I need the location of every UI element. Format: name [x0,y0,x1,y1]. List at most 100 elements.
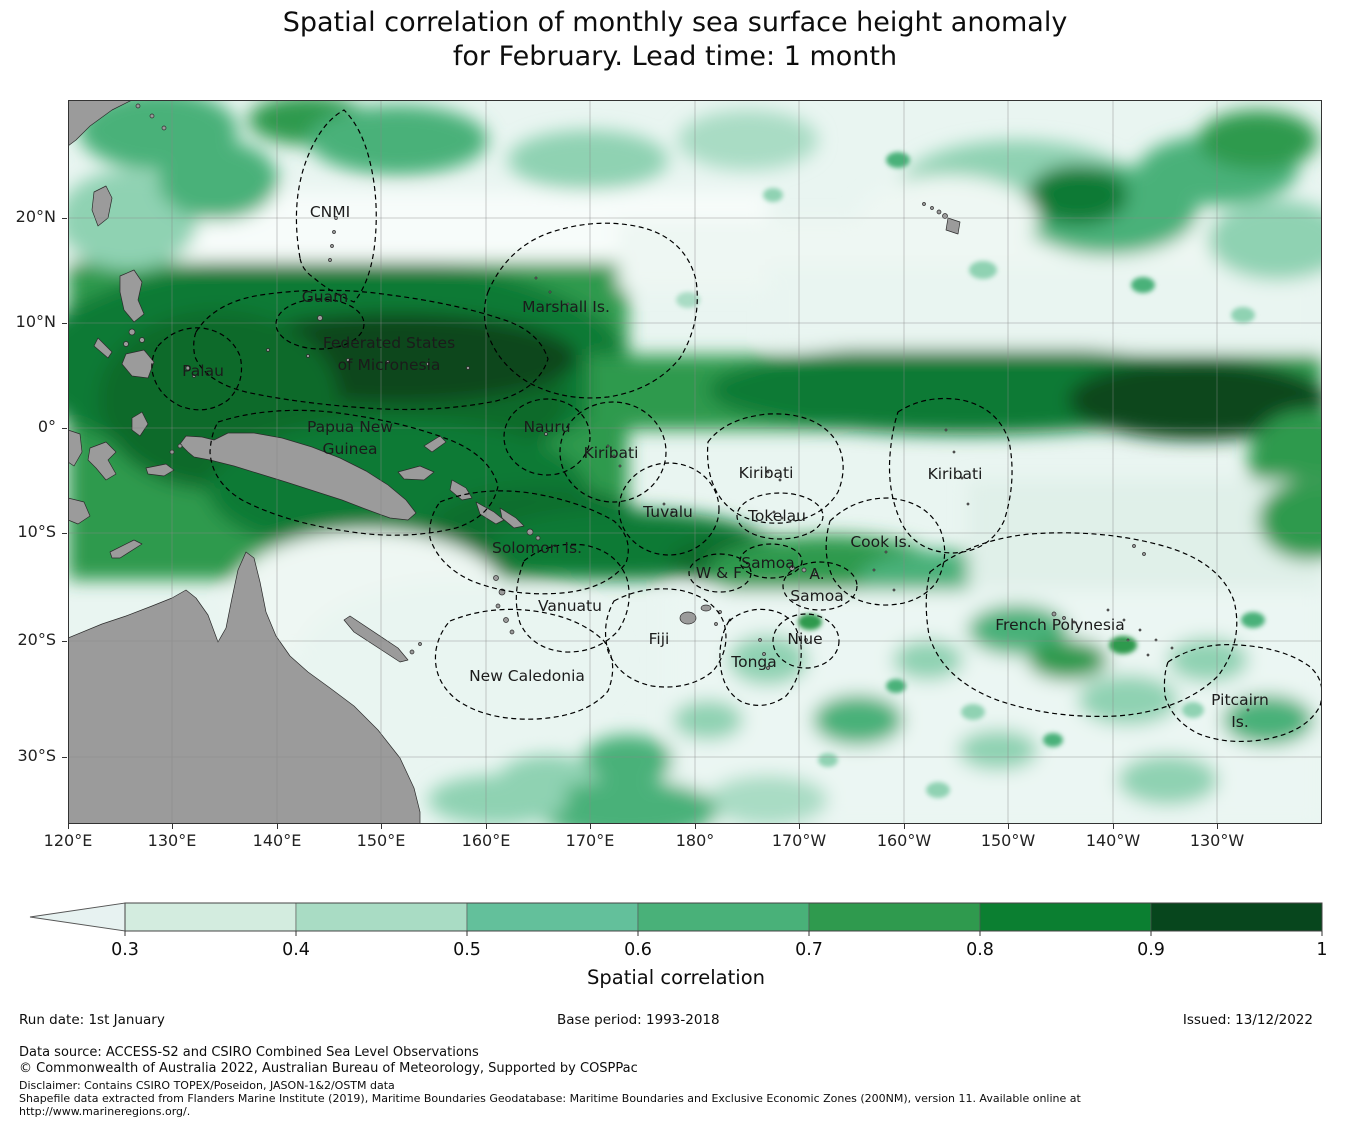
region-label-tokelau: Tokelau [747,507,806,525]
eez-american-samoa [782,561,858,611]
region-label-papua-new-guinea: Papua New Guinea [307,418,393,458]
colorbar: 0.3 0.4 0.5 0.6 0.7 0.8 0.9 1 Spatial correlatio… [29,902,1328,989]
chart-title-line1: Spatial correlation of monthly sea surfa… [282,7,1068,38]
map-border [68,100,1322,824]
lon-tick-mark [1217,824,1218,829]
issued-date-text: Issued: 13/12/2022 [1182,1012,1313,1028]
region-label-vanuatu: Vanuatu [538,597,602,615]
colorbar-outline [124,902,1323,932]
source-url-text: http://www.marineregions.org/. [19,1105,191,1118]
eez-vanuatu [515,543,630,653]
pacific-correlation-map: CNMI Guam Marshall Is. Federated States of M… [28,90,1350,840]
lat-tick-label: 10°S [17,522,56,541]
eez-fsm [193,289,549,411]
lon-tick-mark [695,824,696,829]
eez-kiribati-gilbert [559,401,667,503]
region-label-nauru: Nauru [523,418,570,436]
region-label-tuvalu: Tuvalu [642,503,693,521]
landmass-vanuatu [493,575,515,635]
lon-tick-mark [68,824,69,829]
colorbar-segment-0.9-1 [1150,902,1323,932]
island-dots [185,216,1250,712]
region-label-wallis-futuna: W & F [696,564,742,582]
eez-kiribati-phoenix [706,413,844,524]
lat-tick-label: 20°S [17,630,56,649]
landmass-philippines [93,269,155,379]
region-label-solomon-islands: Solomon Is. [492,539,582,557]
colorbar-tick-label: 0.6 [624,940,652,960]
chart-title-line2: for February. Lead time: 1 month [452,41,898,72]
lon-tick-label: 150°W [980,831,1036,850]
colorbar-segment-0.6-0.7 [637,902,810,932]
lon-tick-label: 170°W [771,831,827,850]
lon-tick-label: 130°W [1189,831,1245,850]
lon-tick-label: 170°E [565,831,615,850]
region-label-french-polynesia: French Polynesia [995,616,1124,634]
colorbar-segment-0.4-0.5 [295,902,468,932]
eez-palau [151,327,243,411]
region-label-tonga: Tonga [730,653,776,671]
landmasses [67,99,1250,825]
region-label-marshall-islands: Marshall Is. [522,298,610,316]
colorbar-title: Spatial correlation [587,966,765,989]
lon-tick-mark [172,824,173,829]
eez-cnmi [295,109,377,303]
landmass-new-caledonia [343,615,422,663]
eez-nauru [503,398,591,476]
lon-tick-label: 120°E [43,831,93,850]
lat-tick-mark [62,218,67,219]
eez-kiribati-line [888,397,1013,554]
lon-tick-mark [904,824,905,829]
copyright-text: © Commonwealth of Australia 2022, Austra… [19,1061,638,1076]
lat-tick-label: 0° [37,417,56,436]
region-label-kiribati-phoenix: Kiribati [739,464,794,482]
colorbar-tick-label: 1 [1316,940,1327,960]
base-period-text: Base period: 1993-2018 [557,1012,720,1028]
lat-tick-mark [62,428,67,429]
lon-tick-label: 140°W [1085,831,1141,850]
lon-tick-mark [1113,824,1114,829]
eez-fiji [604,588,727,688]
lat-tick-mark [62,533,67,534]
region-label-cnmi: CNMI [310,203,350,221]
eez-tuvalu [618,462,720,556]
lat-tick-mark [62,323,67,324]
field-speckles [676,152,1265,798]
eez-papua-new-guinea [209,409,499,536]
lon-tick-mark [277,824,278,829]
landmass-bismarck [397,435,473,501]
lon-tick-mark [486,824,487,829]
lon-tick-mark [590,824,591,829]
landmass-australia [67,551,421,825]
region-label-cook-islands: Cook Is. [850,533,911,551]
lat-tick-label: 10°N [15,312,56,331]
eez-tokelau [736,492,824,540]
colorbar-tick-label: 0.8 [966,940,994,960]
lon-tick-mark [799,824,800,829]
lon-tick-mark [381,824,382,829]
eez-niue [772,613,840,669]
colorbar-segment-0.7-0.8 [808,902,981,932]
eez-guam [275,298,365,350]
landmass-new-guinea [179,432,417,521]
region-label-fiji: Fiji [649,630,670,648]
gridlines [68,100,1322,824]
map-area: CNMI Guam Marshall Is. Federated States of M… [28,90,1350,840]
eez-tonga [719,608,802,706]
lon-tick-mark [1008,824,1009,829]
lat-tick-mark [62,641,67,642]
colorbar-tick-label: 0.4 [282,940,310,960]
lon-tick-label: 150°E [356,831,406,850]
region-label-palau: Palau [182,362,224,380]
colorbar-tick-label: 0.9 [1137,940,1165,960]
colorbar-segment-0.8-0.9 [979,902,1152,932]
colorbar-under-arrow [29,902,126,932]
eez-cook-islands [825,497,946,606]
eez-marshall-islands [483,222,698,399]
region-label-fsm: Federated States of Micronesia [323,334,455,374]
region-label-pitcairn-islands: Pitcairn Is. [1211,691,1269,731]
region-label-american-samoa: A. Samoa [790,565,843,605]
colorbar-tick-label: 0.3 [111,940,139,960]
region-label-new-caledonia: New Caledonia [469,667,585,685]
